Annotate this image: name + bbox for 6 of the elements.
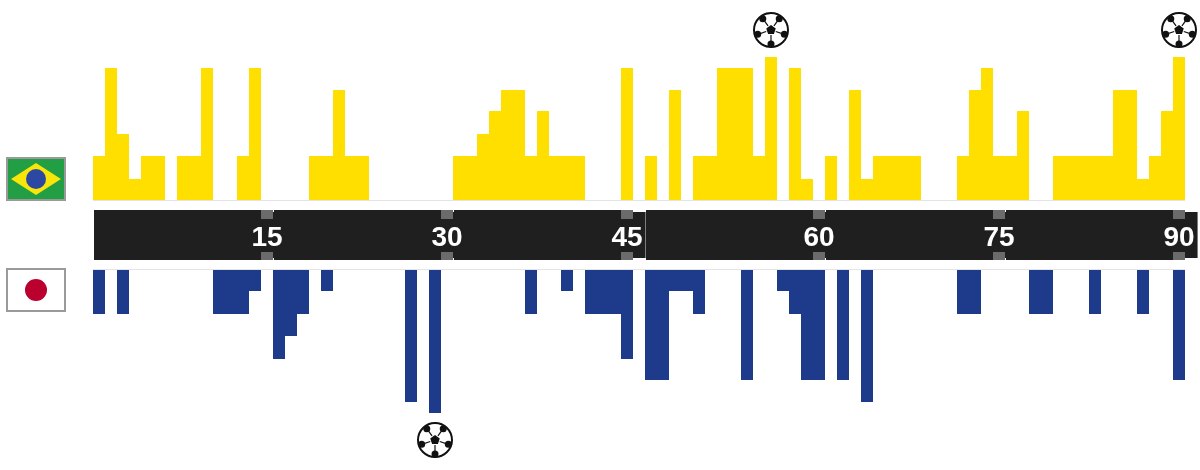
x-tick-label: 45 xyxy=(611,221,643,252)
x-tick-label: 90 xyxy=(1163,221,1195,252)
x-tick-label: 30 xyxy=(431,221,463,252)
x-tick-label: 15 xyxy=(251,221,283,252)
x-tick-label: 75 xyxy=(983,221,1015,252)
x-tick-label: 60 xyxy=(803,221,835,252)
